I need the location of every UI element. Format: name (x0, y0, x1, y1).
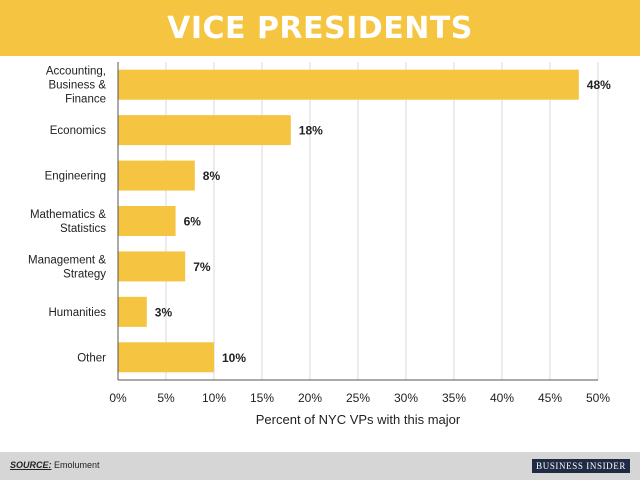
bar (118, 342, 214, 373)
bar (118, 115, 291, 146)
bar-value-label: 10% (222, 351, 246, 365)
x-tick-label: 25% (346, 391, 370, 405)
chart-title: VICE PRESIDENTS (167, 10, 473, 46)
x-tick-label: 0% (109, 391, 127, 405)
bar-chart: 0% 5% 10% 15% 20% 25% 30% 35% 40% 45% 50% Percent o… (28, 62, 611, 427)
category-label-line: Business & (48, 80, 106, 92)
bar-value-label: 7% (193, 260, 211, 274)
footer-bar: SOURCE: Emolument BUSINESS INSIDER (0, 452, 640, 480)
bar-value-label: 48% (587, 78, 611, 92)
category-label-line: Mathematics & (30, 209, 106, 221)
x-tick-label: 35% (442, 391, 466, 405)
bar (118, 69, 579, 100)
x-tick-label: 50% (586, 391, 610, 405)
category-label-line: Economics (50, 125, 106, 137)
x-tick-label: 40% (490, 391, 514, 405)
category-label-line: Engineering (45, 171, 106, 183)
x-tick-label: 10% (202, 391, 226, 405)
source-text: Emolument (54, 460, 100, 470)
category-label: Accounting, Business & Finance (46, 66, 106, 106)
bar (118, 251, 186, 282)
bar-value-label: 3% (155, 305, 173, 319)
title-banner: VICE PRESIDENTS (0, 0, 640, 56)
x-tick-label: 5% (157, 391, 175, 405)
x-axis-label: Percent of NYC VPs with this major (256, 412, 461, 427)
category-label: Economics (50, 125, 106, 137)
category-label: Humanities (48, 307, 106, 319)
category-label: Mathematics & Statistics (30, 209, 106, 235)
category-label: Engineering (45, 171, 106, 183)
category-label: Other (77, 352, 106, 364)
bar-value-label: 8% (203, 169, 221, 183)
bar-value-label: 6% (184, 215, 202, 229)
category-label-line: Management & (28, 254, 106, 266)
source-label: SOURCE: (10, 460, 52, 470)
category-label-line: Other (77, 352, 106, 364)
x-tick-label: 15% (250, 391, 274, 405)
x-tick-label: 20% (298, 391, 322, 405)
category-label: Management & Strategy (28, 254, 106, 280)
bar (118, 206, 176, 236)
category-label-line: Strategy (63, 268, 106, 280)
category-label-line: Humanities (48, 307, 106, 319)
source-note: SOURCE: Emolument (10, 460, 100, 470)
category-label-line: Statistics (60, 223, 106, 235)
bar (118, 296, 147, 327)
x-tick-label: 45% (538, 391, 562, 405)
category-label-line: Accounting, (46, 66, 106, 78)
brand-logo: BUSINESS INSIDER (532, 459, 630, 473)
bar (118, 160, 195, 191)
bar-value-label: 18% (299, 124, 323, 138)
category-label-line: Finance (65, 94, 106, 106)
x-tick-label: 30% (394, 391, 418, 405)
